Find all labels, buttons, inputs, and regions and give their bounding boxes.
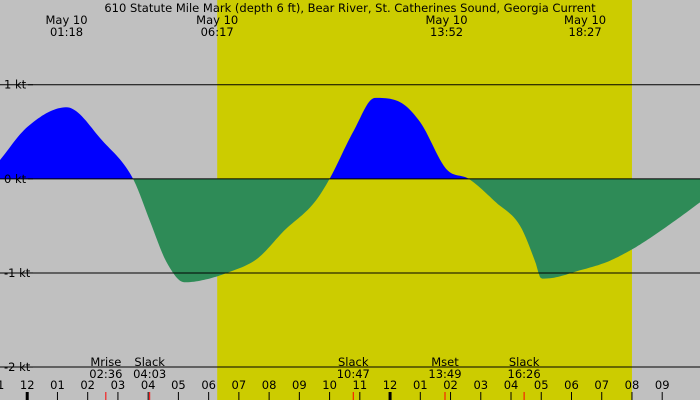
hour-label: 05 (171, 378, 186, 392)
hour-label: 12 (383, 378, 398, 392)
event-time: 16:26 (508, 367, 541, 381)
hour-label: 11 (353, 378, 368, 392)
hour-label: 03 (111, 378, 126, 392)
event-time: 02:36 (89, 367, 122, 381)
event-time: 04:03 (133, 367, 166, 381)
peak-time: 13:52 (430, 25, 463, 39)
peak-time: 06:17 (201, 25, 234, 39)
hour-label: 04 (141, 378, 156, 392)
event-labels: Mrise02:36Slack04:03Slack10:47Mset13:49S… (89, 355, 541, 400)
event-name: Slack (134, 355, 165, 369)
hour-label: 07 (594, 378, 609, 392)
event-name: Slack (338, 355, 369, 369)
peak-time: 01:18 (50, 25, 83, 39)
y-tick-label: 0 kt (4, 172, 27, 186)
hour-label: 08 (262, 378, 277, 392)
hour-label: 01 (413, 378, 428, 392)
hour-label: 04 (504, 378, 519, 392)
hour-label: 06 (201, 378, 216, 392)
hour-label: 12 (20, 378, 35, 392)
hour-label: 09 (292, 378, 307, 392)
flood-area (0, 107, 134, 179)
hour-label: 10 (322, 378, 337, 392)
hour-label: 06 (564, 378, 579, 392)
hour-label: 02 (80, 378, 95, 392)
hour-label: 02 (443, 378, 458, 392)
y-axis: 1 kt 0 kt -1 kt -2 kt (4, 78, 33, 374)
peak-time: 18:27 (569, 25, 602, 39)
ebb-area (468, 178, 700, 279)
y-tick-label: -2 kt (4, 360, 31, 374)
event-name: Mset (431, 355, 459, 369)
event-name: Slack (509, 355, 540, 369)
hour-label: 08 (625, 378, 640, 392)
y-tick-label: 1 kt (4, 78, 27, 92)
gridlines (0, 84, 700, 368)
peak-date: May 10 (45, 13, 87, 27)
hour-label: 07 (232, 378, 247, 392)
flood-area (329, 97, 469, 179)
hour-label: 03 (473, 378, 488, 392)
chart-title: 610 Statute Mile Mark (depth 6 ft), Bear… (104, 1, 596, 15)
hour-label: 09 (655, 378, 670, 392)
ebb-area (133, 178, 330, 283)
x-axis: 11 12 01 02 03 04 05 06 07 08 09 10 11 12 01 02 03 04 05 06… (0, 378, 670, 400)
peak-date: May 10 (425, 13, 467, 27)
event-name: Mrise (90, 355, 121, 369)
event-time: 13:49 (428, 367, 461, 381)
hour-label: 01 (50, 378, 65, 392)
y-tick-label: -1 kt (4, 266, 31, 280)
current-areas (0, 97, 700, 283)
peak-date: May 10 (564, 13, 606, 27)
peak-date: May 10 (196, 13, 238, 27)
hour-label: 05 (534, 378, 549, 392)
hour-label: 11 (0, 378, 4, 392)
event-time: 10:47 (337, 367, 370, 381)
